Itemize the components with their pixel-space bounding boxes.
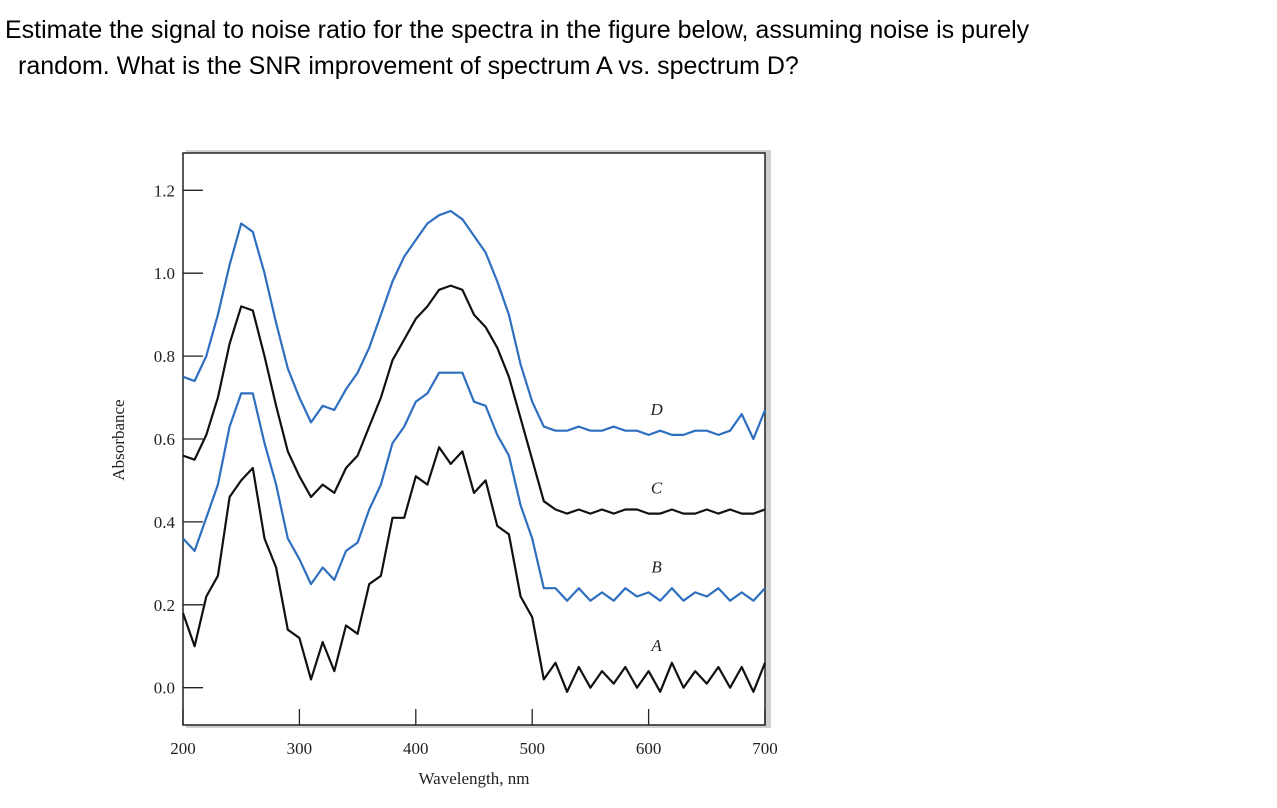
x-tick-label: 300 xyxy=(287,739,313,758)
y-tick-label: 1.0 xyxy=(154,264,175,283)
spectrum-line xyxy=(182,209,767,441)
x-tick-label: 500 xyxy=(519,739,545,758)
series-label: A xyxy=(650,636,662,655)
x-axis-label: Wavelength, nm xyxy=(419,769,530,788)
y-tick-label: 0.4 xyxy=(154,513,176,532)
x-tick-label: 200 xyxy=(170,739,196,758)
series-label: C xyxy=(651,479,663,498)
series-label: B xyxy=(651,557,662,576)
y-axis-label: Absorbance xyxy=(109,399,128,480)
series-label: D xyxy=(649,400,663,419)
y-tick-label: 0.8 xyxy=(154,347,175,366)
y-tick-label: 0.0 xyxy=(154,679,175,698)
question-line: random. What is the SNR improvement of s… xyxy=(18,52,799,80)
spectrum-line xyxy=(181,446,767,693)
y-tick-label: 1.2 xyxy=(154,181,175,200)
question-line: Estimate the signal to noise ratio for t… xyxy=(5,16,1030,44)
spectrum-line xyxy=(182,371,766,602)
x-tick-label: 700 xyxy=(752,739,778,758)
x-tick-label: 600 xyxy=(636,739,662,758)
y-tick-label: 0.2 xyxy=(154,596,175,615)
x-tick-label: 400 xyxy=(403,739,429,758)
plot-frame xyxy=(182,152,766,726)
y-tick-label: 0.6 xyxy=(154,430,175,449)
spectrum-line xyxy=(182,284,766,515)
